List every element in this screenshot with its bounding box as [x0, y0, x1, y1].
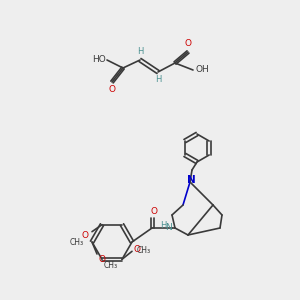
- Text: O: O: [134, 245, 140, 254]
- Text: H: H: [137, 47, 143, 56]
- Text: N: N: [187, 175, 195, 185]
- Text: O: O: [82, 231, 88, 240]
- Text: O: O: [151, 206, 158, 215]
- Text: HO: HO: [92, 56, 106, 64]
- Text: O: O: [109, 85, 116, 94]
- Text: O: O: [98, 254, 106, 263]
- Text: CH₃: CH₃: [104, 260, 118, 269]
- Text: H: H: [160, 220, 166, 230]
- Text: N: N: [166, 223, 172, 232]
- Text: CH₃: CH₃: [70, 238, 84, 247]
- Text: O: O: [184, 40, 191, 49]
- Text: OH: OH: [195, 65, 209, 74]
- Text: CH₃: CH₃: [137, 246, 151, 255]
- Text: H: H: [155, 76, 161, 85]
